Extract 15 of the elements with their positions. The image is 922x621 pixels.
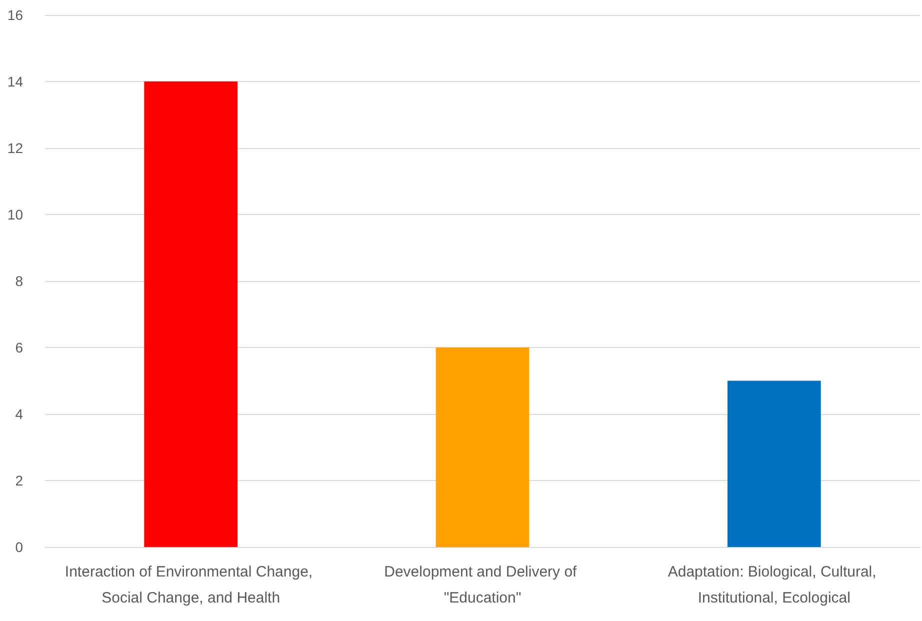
y-tick-label: 16	[7, 7, 24, 23]
y-tick-label: 6	[15, 340, 24, 356]
x-tick-label: Adaptation: Biological, Cultural, Institutional, Ecological	[668, 564, 880, 606]
y-tick-label: 2	[15, 472, 24, 488]
y-tick-label: 8	[15, 273, 24, 289]
y-tick-label: 12	[7, 140, 24, 156]
y-tick-label: 4	[15, 406, 24, 422]
y-tick-label: 0	[15, 539, 24, 555]
x-tick-label: Interaction of Environmental Change, Social Change, and Health	[64, 564, 317, 606]
bar	[144, 82, 238, 547]
bar	[728, 380, 821, 547]
y-tick-label: 14	[7, 74, 24, 90]
x-tick-label: Development and Delivery of "Education"	[384, 564, 581, 606]
bar	[436, 348, 530, 547]
y-tick-label: 10	[7, 206, 24, 222]
